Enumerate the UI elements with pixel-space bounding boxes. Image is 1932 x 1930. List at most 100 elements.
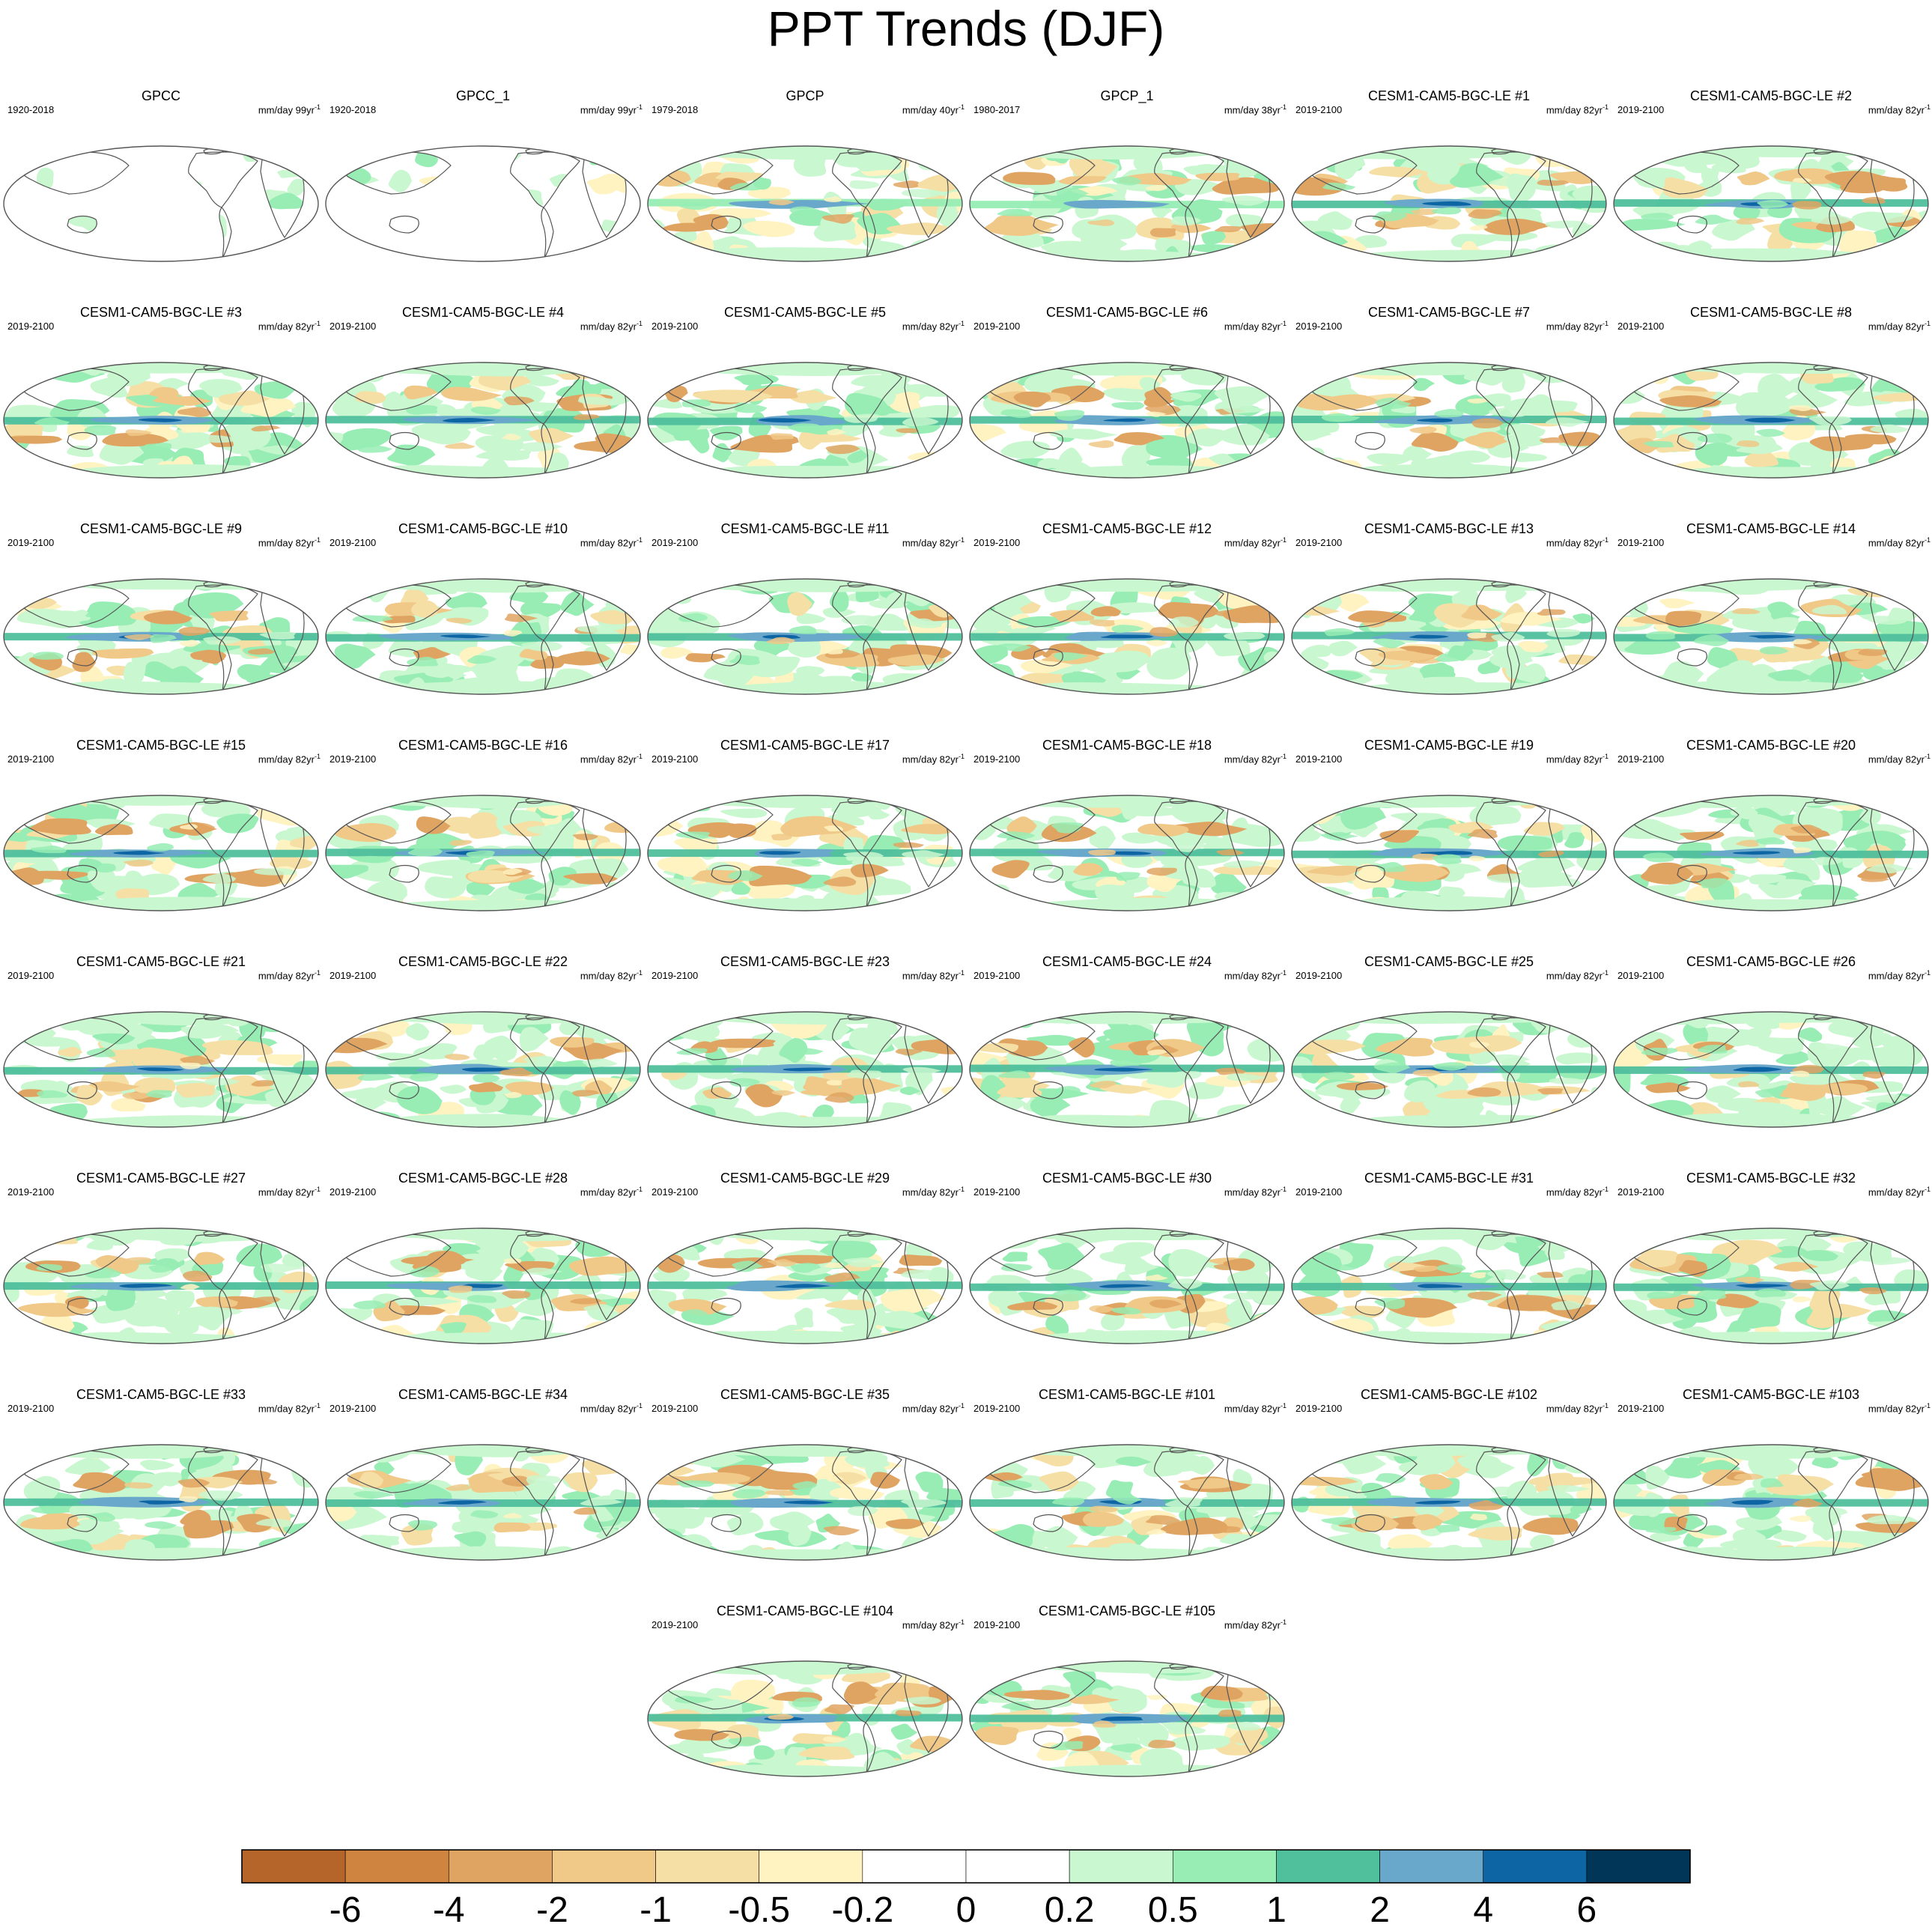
panel-units: mm/day 82yr-1 [1546, 967, 1609, 982]
colorbar-tick-label: 1 [1266, 1890, 1287, 1930]
trend-field [1614, 1228, 1928, 1344]
panel-map [1291, 578, 1607, 695]
panel-period: 2019-2100 [1617, 753, 1665, 765]
panel-units-text: mm/day 82yr [580, 753, 637, 765]
map-border [1613, 578, 1929, 695]
panel-units-exponent: -1 [1924, 103, 1931, 111]
panel-units-text: mm/day 82yr [902, 1619, 959, 1631]
panel-units: mm/day 82yr-1 [1868, 534, 1931, 549]
panel-units-text: mm/day 82yr [902, 1186, 959, 1198]
panel-map [969, 1660, 1285, 1777]
panel-units-text: mm/day 82yr [1868, 321, 1925, 333]
panel-units-text: mm/day 40yr [902, 104, 959, 116]
panel-units-text: mm/day 82yr [1546, 104, 1603, 116]
panel-units-exponent: -1 [958, 1402, 965, 1409]
trend-field [4, 795, 318, 911]
panel-cesm1-cam5-bgc-le-104: CESM1-CAM5-BGC-LE #104 2019-2100 mm/day 82… [644, 1603, 966, 1820]
panel-units-text: mm/day 99yr [580, 104, 637, 116]
panel-cesm1-cam5-bgc-le-14: CESM1-CAM5-BGC-LE #14 2019-2100 mm/day 82y… [1610, 521, 1932, 738]
colorbar-segment [1276, 1849, 1380, 1884]
panel-units-exponent: -1 [958, 1618, 965, 1626]
colorbar-segment [1069, 1849, 1173, 1884]
map-border [1613, 1228, 1929, 1344]
map-border [325, 578, 641, 695]
panel-period: 2019-2100 [7, 321, 55, 332]
panel-title: CESM1-CAM5-BGC-LE #103 [1682, 1387, 1860, 1402]
map-border [1291, 362, 1607, 479]
colorbar-segment [759, 1849, 863, 1884]
map-border [969, 145, 1285, 262]
colorbar-segment [1483, 1849, 1588, 1884]
panel-units: mm/day 82yr-1 [580, 750, 643, 765]
trend-field [648, 1661, 962, 1776]
colorbar-segment [655, 1849, 760, 1884]
panel-units-text: mm/day 82yr [1868, 1186, 1925, 1198]
panel-cesm1-cam5-bgc-le-31: CESM1-CAM5-BGC-LE #31 2019-2100 mm/day 82y… [1288, 1170, 1610, 1387]
panel-units: mm/day 82yr-1 [1546, 1400, 1609, 1415]
panel-units-exponent: -1 [1280, 1402, 1287, 1409]
panel-units-text: mm/day 82yr [1224, 537, 1281, 549]
panel-units-exponent: -1 [1280, 969, 1287, 977]
panel-units-text: mm/day 82yr [1868, 970, 1925, 982]
panel-map [969, 1228, 1285, 1344]
panel-map [1613, 1228, 1929, 1344]
trend-field [1292, 795, 1606, 911]
panel-units: mm/day 99yr-1 [258, 101, 321, 116]
panel-period: 1980-2017 [973, 104, 1021, 115]
trend-field [970, 795, 1284, 911]
panel-units-exponent: -1 [1280, 320, 1287, 327]
panel-units-text: mm/day 82yr [258, 537, 315, 549]
map-border [3, 1011, 319, 1128]
trend-field [1292, 146, 1606, 261]
panel-map [647, 578, 963, 695]
trend-field [1614, 362, 1928, 478]
panel-title: CESM1-CAM5-BGC-LE #11 [720, 521, 890, 536]
panel-cesm1-cam5-bgc-le-10: CESM1-CAM5-BGC-LE #10 2019-2100 mm/day 82y… [322, 521, 644, 738]
colorbar-tick-label: 4 [1473, 1890, 1493, 1930]
map-border [1291, 1228, 1607, 1344]
map-border [325, 145, 641, 262]
panel-units-text: mm/day 82yr [1868, 537, 1925, 549]
panel-units-text: mm/day 82yr [1224, 1186, 1281, 1198]
panel-units-exponent: -1 [958, 320, 965, 327]
panel-units-exponent: -1 [958, 969, 965, 977]
map-border [647, 795, 963, 911]
panel-cesm1-cam5-bgc-le-25: CESM1-CAM5-BGC-LE #25 2019-2100 mm/day 82y… [1288, 953, 1610, 1171]
panel-period: 2019-2100 [329, 321, 377, 332]
panel-title: CESM1-CAM5-BGC-LE #10 [398, 521, 568, 536]
panel-units-text: mm/day 82yr [902, 1403, 959, 1415]
map-border [969, 578, 1285, 695]
panel-period: 2019-2100 [973, 537, 1021, 548]
map-border [3, 145, 319, 262]
panel-period: 2019-2100 [329, 537, 377, 548]
panel-map [3, 362, 319, 479]
colorbar-segment [344, 1849, 449, 1884]
map-border [969, 1228, 1285, 1344]
map-border [969, 362, 1285, 479]
panel-map [969, 1444, 1285, 1561]
panel-units: mm/day 82yr-1 [902, 1183, 965, 1198]
panel-units-exponent: -1 [636, 1186, 643, 1193]
panel-units-text: mm/day 82yr [1224, 1619, 1281, 1631]
panel-units: mm/day 40yr-1 [902, 101, 965, 116]
panel-title: CESM1-CAM5-BGC-LE #104 [716, 1603, 894, 1618]
panel-cesm1-cam5-bgc-le-6: CESM1-CAM5-BGC-LE #6 2019-2100 mm/day 82yr… [966, 304, 1288, 521]
panel-period: 2019-2100 [651, 321, 699, 332]
panel-units-exponent: -1 [1924, 1186, 1931, 1193]
map-border [1291, 1444, 1607, 1561]
map-border [1613, 795, 1929, 911]
panel-map [325, 1228, 641, 1344]
panel-map [3, 1444, 319, 1561]
panel-period: 2019-2100 [329, 1403, 377, 1414]
panel-units-exponent: -1 [958, 753, 965, 760]
panel-units: mm/day 82yr-1 [902, 750, 965, 765]
colorbar-tick-label: -0.2 [831, 1890, 893, 1930]
panel-period: 2019-2100 [1617, 537, 1665, 548]
panel-units-exponent: -1 [314, 536, 321, 544]
panel-units-exponent: -1 [1602, 1186, 1609, 1193]
map-border [647, 1011, 963, 1128]
panel-units-text: mm/day 82yr [1224, 753, 1281, 765]
panel-units: mm/day 82yr-1 [1546, 318, 1609, 333]
colorbar-segment [862, 1849, 967, 1884]
panel-units: mm/day 38yr-1 [1224, 101, 1287, 116]
